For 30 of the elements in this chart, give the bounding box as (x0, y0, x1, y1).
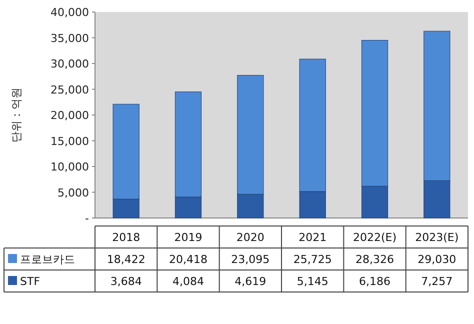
y-tick-label: 10,000 (50, 160, 89, 174)
legend-label: STF (20, 275, 40, 288)
x-tick-label: 2021 (298, 231, 327, 244)
y-tick-label: 20,000 (50, 109, 89, 122)
data-label: 28,326 (356, 253, 394, 266)
x-tick-label: 2018 (112, 231, 140, 244)
y-tick-label: 25,000 (50, 83, 89, 96)
data-label: 29,030 (418, 253, 456, 266)
y-tick-label: 35,000 (50, 32, 89, 45)
data-label: 25,725 (293, 253, 332, 266)
data-label: 7,257 (421, 275, 453, 288)
data-label: 23,095 (231, 253, 270, 266)
data-label: 4,619 (234, 275, 266, 288)
y-tick-label: - (85, 212, 90, 225)
data-label: 5,145 (296, 275, 328, 288)
data-label: 6,186 (359, 275, 390, 288)
data-label: 20,418 (169, 253, 208, 266)
data-label: 4,084 (172, 275, 204, 288)
y-axis-title: 단위 : 억원 (10, 88, 23, 142)
y-tick-label: 15,000 (50, 134, 89, 148)
data-label: 3,684 (110, 275, 142, 288)
x-tick-label: 2022(E) (352, 231, 397, 244)
y-tick-label: 5,000 (58, 186, 89, 200)
y-tick-label: 30,000 (50, 58, 89, 70)
x-tick-label: 2019 (174, 231, 202, 244)
x-tick-label: 2020 (236, 231, 264, 244)
x-tick-label: 2023(E) (415, 231, 459, 244)
legend-label: 프로브카드 (20, 253, 75, 266)
y-tick-label: 40,000 (50, 6, 89, 19)
data-label: 18,422 (106, 253, 146, 266)
